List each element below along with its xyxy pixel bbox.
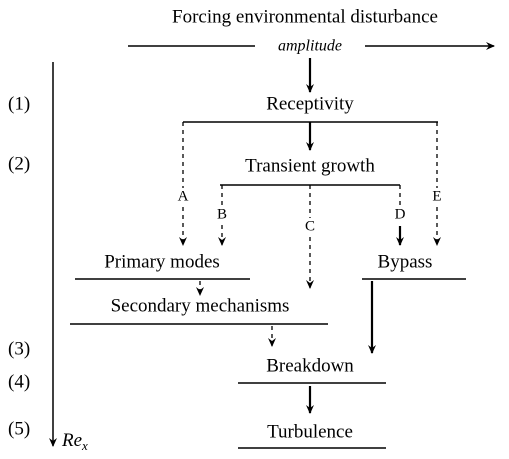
stage: (1) bbox=[8, 93, 30, 114]
path-label: A bbox=[178, 188, 189, 204]
stage: (5) bbox=[8, 418, 30, 439]
stage: (2) bbox=[8, 153, 30, 174]
stage: (4) bbox=[8, 371, 30, 392]
axis-label: Rex bbox=[61, 430, 88, 453]
node: Transient growth bbox=[245, 155, 375, 176]
stage: (3) bbox=[8, 338, 30, 359]
node: Turbulence bbox=[267, 421, 353, 442]
node: Receptivity bbox=[266, 93, 354, 114]
axis-label-sub: x bbox=[81, 438, 88, 453]
node: Bypass bbox=[378, 251, 433, 272]
node: Breakdown bbox=[266, 355, 354, 376]
input-label: amplitude bbox=[278, 38, 342, 55]
path-label: D bbox=[395, 206, 406, 222]
axis-label-main: Re bbox=[61, 430, 82, 451]
title: Forcing environmental disturbance bbox=[172, 6, 438, 27]
node: Primary modes bbox=[104, 251, 220, 272]
path-label: C bbox=[305, 218, 315, 234]
path-label: E bbox=[432, 188, 441, 204]
node: Secondary mechanisms bbox=[111, 295, 290, 316]
path-label: B bbox=[217, 206, 227, 222]
